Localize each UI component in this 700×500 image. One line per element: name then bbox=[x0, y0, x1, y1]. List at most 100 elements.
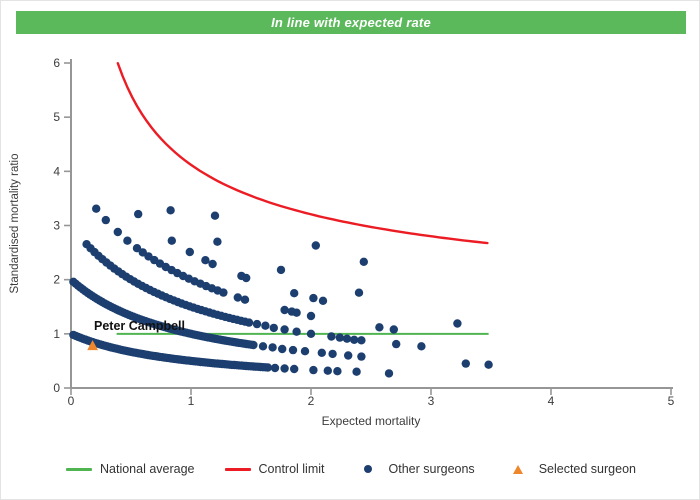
surgeon-dot bbox=[208, 259, 217, 269]
surgeon-dot bbox=[300, 347, 310, 356]
status-banner: In line with expected rate bbox=[16, 11, 686, 34]
x-tick-label: 5 bbox=[668, 394, 675, 408]
surgeon-dot bbox=[261, 321, 270, 330]
surgeon-dot bbox=[185, 247, 194, 257]
surgeon-dot bbox=[309, 293, 318, 303]
legend-item-control-limit: Control limit bbox=[224, 462, 325, 476]
selected-surgeon-triangle-icon bbox=[512, 464, 523, 474]
surgeon-dot bbox=[244, 318, 254, 327]
surgeon-dot bbox=[375, 323, 384, 332]
y-tick-label: 1 bbox=[53, 327, 60, 341]
surgeon-dot bbox=[249, 340, 258, 350]
legend-item-other-surgeons: Other surgeons bbox=[355, 462, 475, 476]
legend-label: National average bbox=[100, 462, 195, 476]
surgeon-dot bbox=[213, 237, 222, 246]
surgeon-dot bbox=[318, 296, 328, 305]
surgeon-dot bbox=[354, 288, 364, 297]
surgeon-dot bbox=[328, 349, 337, 359]
y-tick-label: 4 bbox=[53, 164, 60, 178]
surgeon-dot bbox=[292, 308, 301, 317]
surgeon-dot bbox=[342, 334, 352, 343]
surgeon-dot bbox=[344, 351, 353, 360]
x-tick-label: 0 bbox=[68, 394, 75, 408]
control-limit-curve bbox=[116, 62, 489, 245]
y-tick-label: 6 bbox=[53, 56, 60, 70]
x-tick-label: 3 bbox=[428, 394, 435, 408]
surgeon-dot bbox=[306, 329, 316, 338]
y-tick-label: 0 bbox=[53, 381, 60, 395]
status-banner-text: In line with expected rate bbox=[271, 15, 431, 30]
surgeon-dot bbox=[311, 241, 320, 250]
surgeon-dot bbox=[392, 339, 401, 349]
surgeon-dot bbox=[201, 256, 210, 265]
surgeon-dot bbox=[278, 344, 287, 354]
surgeon-dot bbox=[335, 333, 344, 342]
surgeon-dot bbox=[276, 265, 286, 275]
surgeon-dot bbox=[292, 327, 301, 336]
surgeon-dot bbox=[132, 244, 142, 253]
surgeon-dot bbox=[290, 364, 299, 374]
surgeon-dot bbox=[350, 335, 359, 344]
legend-label: Selected surgeon bbox=[538, 462, 636, 476]
x-axis-title: Expected mortality bbox=[322, 414, 421, 428]
surgeon-dot bbox=[101, 215, 111, 225]
surgeon-dot bbox=[359, 257, 368, 266]
surgeon-dot bbox=[384, 369, 394, 378]
surgeon-dot bbox=[210, 211, 220, 220]
surgeon-dot bbox=[357, 352, 366, 361]
surgeon-dot bbox=[269, 323, 278, 333]
surgeon-dot bbox=[389, 325, 398, 334]
surgeon-dot bbox=[306, 311, 316, 321]
surgeon-dot bbox=[280, 364, 289, 373]
surgeon-dot bbox=[242, 273, 251, 283]
surgeon-dot bbox=[317, 348, 326, 357]
surgeon-dot bbox=[166, 206, 175, 215]
y-axis-title: Standardised mortality ratio bbox=[9, 154, 21, 294]
surgeon-dot bbox=[92, 204, 101, 213]
surgeon-dot bbox=[417, 342, 426, 351]
selected-surgeon-marker bbox=[87, 340, 98, 351]
other-surgeons-dot-icon bbox=[363, 465, 372, 473]
surgeon-dot bbox=[461, 359, 470, 368]
surgeon-dot bbox=[233, 293, 242, 302]
legend-item-national-average: National average bbox=[66, 462, 195, 476]
surgeon-dot bbox=[280, 325, 289, 334]
surgeon-dot bbox=[270, 363, 280, 373]
surgeon-dot bbox=[258, 342, 268, 351]
surgeon-dot bbox=[309, 365, 318, 375]
surgeon-dot bbox=[288, 345, 298, 355]
x-tick-label: 4 bbox=[548, 394, 555, 408]
control-limit-line-swatch-icon bbox=[224, 467, 251, 471]
national-average-line-swatch-icon bbox=[66, 467, 92, 471]
y-tick-label: 2 bbox=[53, 273, 60, 287]
y-tick-label: 5 bbox=[53, 110, 60, 124]
surgeon-dot bbox=[268, 343, 277, 352]
surgeon-dot bbox=[252, 319, 262, 329]
x-tick-label: 2 bbox=[308, 394, 315, 408]
surgeon-dot bbox=[263, 363, 272, 372]
y-tick-label: 3 bbox=[53, 218, 60, 232]
surgeon-dot bbox=[280, 305, 289, 315]
legend-item-selected-surgeon: Selected surgeon bbox=[505, 462, 636, 476]
chart-legend: National average Control limit Other surge… bbox=[1, 457, 699, 481]
legend-label: Control limit bbox=[258, 462, 325, 476]
surgeon-dot bbox=[167, 236, 176, 245]
selected-surgeon-label: Peter Campbell bbox=[94, 319, 185, 333]
surgeon-dot bbox=[357, 336, 366, 345]
surgeon-dot bbox=[219, 288, 228, 297]
surgeon-dot bbox=[453, 319, 462, 328]
surgeon-dot bbox=[323, 366, 332, 375]
surgeon-dot bbox=[352, 367, 361, 376]
x-tick-label: 1 bbox=[188, 394, 195, 408]
legend-label: Other surgeons bbox=[388, 462, 475, 476]
surgeon-dot bbox=[327, 332, 336, 341]
surgeon-dot bbox=[290, 289, 299, 298]
surgeon-dot bbox=[113, 227, 123, 237]
surgeon-dot bbox=[134, 209, 143, 219]
surgeon-dot bbox=[484, 360, 493, 369]
surgeon-dot bbox=[123, 236, 132, 245]
surgeon-dot bbox=[333, 367, 342, 376]
